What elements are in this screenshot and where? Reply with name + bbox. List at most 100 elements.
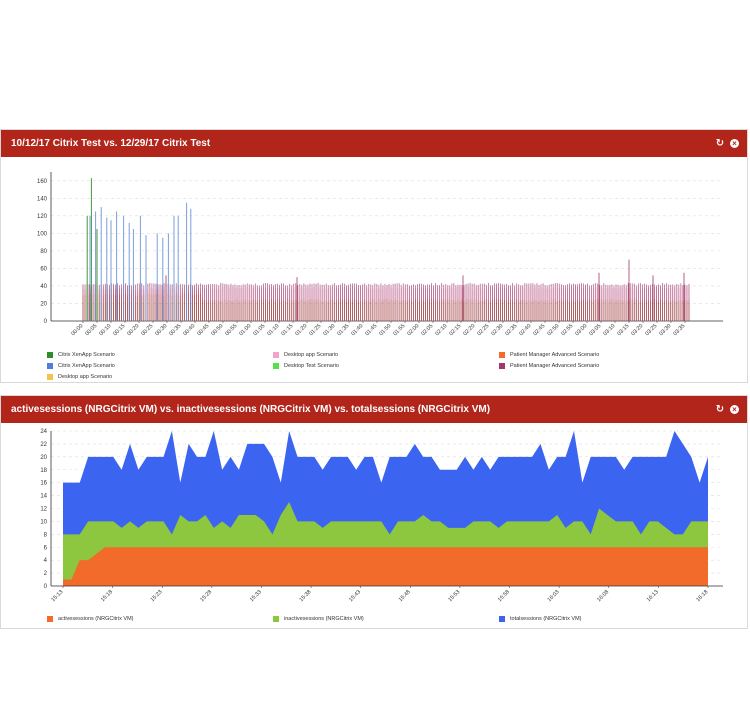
legend-item[interactable]: totalsessions (NRGCitrix VM) bbox=[499, 616, 582, 622]
legend-swatch bbox=[499, 616, 505, 622]
citrix-test-bar-chart: 0 20 40 60 80 100 120 140 160 00:00 00:05 00:10 00:1… bbox=[37, 172, 723, 337]
y-tick-label: 18 bbox=[40, 468, 47, 474]
y-tick-label: 22 bbox=[40, 442, 47, 448]
legend-label: Citrix XenApp Scenario bbox=[58, 352, 115, 358]
x-tick-label: 03:30 bbox=[658, 323, 672, 337]
x-tick-label: 01:10 bbox=[266, 323, 280, 337]
x-tick-label: 00:20 bbox=[126, 323, 140, 337]
chart-legend: Citrix XenApp Scenario Desktop app Scenar… bbox=[1, 352, 747, 382]
x-tick-label: 02:40 bbox=[518, 323, 532, 337]
x-tick-label: 02:25 bbox=[476, 323, 490, 337]
legend-item[interactable]: activesessions (NRGCitrix VM) bbox=[47, 616, 133, 622]
x-tick-label: 02:05 bbox=[420, 323, 434, 337]
x-tick-label: 02:15 bbox=[448, 323, 462, 337]
x-tick-label: 03:10 bbox=[602, 323, 616, 337]
legend-item[interactable]: Desktop app Scenario bbox=[47, 374, 112, 380]
x-tick-label: 00:40 bbox=[182, 323, 196, 337]
panel-title: 10/12/17 Citrix Test vs. 12/29/17 Citrix… bbox=[11, 138, 211, 149]
y-tick-label: 80 bbox=[40, 249, 47, 255]
legend-item[interactable]: Patient Manager Advanced Scenario bbox=[499, 363, 599, 369]
refresh-icon[interactable]: ↻ bbox=[715, 403, 725, 415]
legend-swatch bbox=[47, 616, 53, 622]
x-tick-label: 00:55 bbox=[224, 323, 238, 337]
x-tick-label: 02:10 bbox=[434, 323, 448, 337]
legend-swatch bbox=[273, 363, 279, 369]
x-tick-label: 15:58 bbox=[497, 589, 511, 603]
x-tick-label: 01:20 bbox=[294, 323, 308, 337]
x-tick-label: 00:45 bbox=[196, 323, 210, 337]
x-tick-label: 03:25 bbox=[644, 323, 658, 337]
x-tick-label: 02:50 bbox=[546, 323, 560, 337]
y-tick-label: 100 bbox=[37, 231, 48, 237]
x-tick-label: 15:28 bbox=[199, 589, 213, 603]
y-tick-label: 8 bbox=[44, 532, 48, 538]
y-tick-label: 20 bbox=[40, 301, 47, 307]
x-tick-label: 02:45 bbox=[532, 323, 546, 337]
legend-item[interactable]: inactivesessions (NRGCitrix VM) bbox=[273, 616, 364, 622]
y-tick-label: 0 bbox=[44, 319, 48, 325]
x-tick-label: 02:30 bbox=[490, 323, 504, 337]
x-tick-label: 01:50 bbox=[378, 323, 392, 337]
legend-item[interactable]: Citrix XenApp Scenario bbox=[47, 363, 115, 369]
x-tick-label: 03:35 bbox=[672, 323, 686, 337]
x-tick-label: 02:00 bbox=[406, 323, 420, 337]
y-tick-label: 10 bbox=[40, 519, 47, 525]
x-tick-label: 00:10 bbox=[98, 323, 112, 337]
x-tick-label: 15:38 bbox=[299, 589, 313, 603]
legend-label: Desktop app Scenario bbox=[58, 374, 113, 380]
y-tick-label: 120 bbox=[37, 214, 48, 220]
legend-label: Patient Manager Advanced Scenario bbox=[510, 363, 600, 369]
y-tick-label: 60 bbox=[40, 266, 47, 272]
y-tick-label: 20 bbox=[40, 455, 47, 461]
x-tick-label: 01:15 bbox=[280, 323, 294, 337]
legend-swatch bbox=[47, 374, 53, 380]
x-tick-label: 01:25 bbox=[308, 323, 322, 337]
header-icons: ↻ × bbox=[715, 403, 739, 415]
x-tick-label: 03:20 bbox=[630, 323, 644, 337]
x-tick-label: 02:55 bbox=[560, 323, 574, 337]
x-tick-label: 00:25 bbox=[140, 323, 154, 337]
legend-label: Patient Manager Advanced Scenario bbox=[510, 352, 600, 358]
close-icon[interactable]: × bbox=[730, 405, 739, 414]
legend-label: Citrix XenApp Scenario bbox=[58, 363, 115, 369]
x-tick-label: 00:35 bbox=[168, 323, 182, 337]
x-tick-label: 15:18 bbox=[100, 589, 114, 603]
panel-title: activesessions (NRGCitrix VM) vs. inacti… bbox=[11, 404, 491, 415]
y-tick-label: 12 bbox=[40, 507, 47, 513]
refresh-icon[interactable]: ↻ bbox=[715, 137, 725, 149]
y-tick-label: 24 bbox=[40, 429, 47, 435]
legend-label: inactivesessions (NRGCitrix VM) bbox=[284, 616, 364, 622]
close-icon[interactable]: × bbox=[730, 139, 739, 148]
x-tick-label: 00:30 bbox=[154, 323, 168, 337]
legend-item[interactable]: Desktop app Scenario bbox=[273, 352, 338, 358]
y-tick-label: 40 bbox=[40, 284, 47, 290]
x-tick-label: 03:15 bbox=[616, 323, 630, 337]
legend-swatch bbox=[273, 616, 279, 622]
panel-header: activesessions (NRGCitrix VM) vs. inacti… bbox=[1, 396, 747, 423]
x-tick-label: 16:08 bbox=[596, 589, 610, 603]
x-tick-label: 00:50 bbox=[210, 323, 224, 337]
legend-swatch bbox=[47, 363, 53, 369]
y-tick-label: 16 bbox=[40, 481, 47, 487]
x-tick-label: 15:23 bbox=[150, 589, 164, 603]
x-tick-label: 00:15 bbox=[112, 323, 126, 337]
chart-legend: activesessions (NRGCitrix VM) inactiveses… bbox=[1, 616, 747, 628]
legend-item[interactable]: Citrix XenApp Scenario bbox=[47, 352, 115, 358]
legend-item[interactable]: Desktop Test Scenario bbox=[273, 363, 339, 369]
x-tick-label: 16:18 bbox=[695, 589, 709, 603]
x-tick-label: 16:03 bbox=[547, 589, 561, 603]
header-icons: ↻ × bbox=[715, 137, 739, 149]
x-tick-label: 15:33 bbox=[249, 589, 263, 603]
area-series bbox=[63, 547, 708, 586]
x-tick-label: 02:20 bbox=[462, 323, 476, 337]
x-tick-label: 15:43 bbox=[348, 589, 362, 603]
chart-panel-sessions: activesessions (NRGCitrix VM) vs. inacti… bbox=[0, 395, 748, 629]
x-tick-label: 01:55 bbox=[392, 323, 406, 337]
x-tick-label: 01:30 bbox=[322, 323, 336, 337]
x-tick-label: 02:35 bbox=[504, 323, 518, 337]
x-tick-label: 15:48 bbox=[398, 589, 412, 603]
x-tick-label: 00:05 bbox=[84, 323, 98, 337]
y-tick-label: 4 bbox=[44, 558, 48, 564]
legend-item[interactable]: Patient Manager Advanced Scenario bbox=[499, 352, 599, 358]
